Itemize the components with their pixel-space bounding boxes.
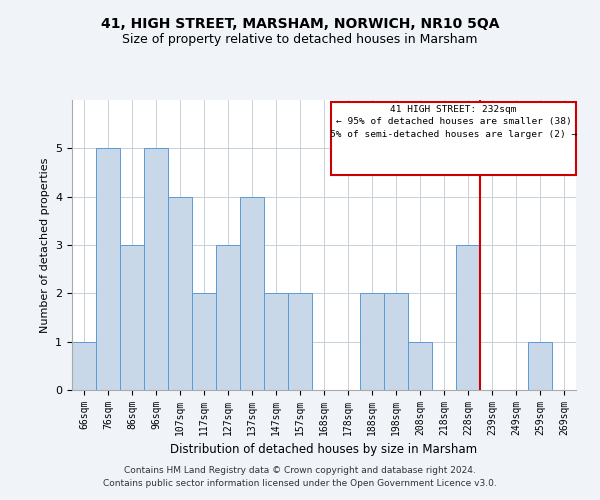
Bar bbox=[360, 294, 384, 390]
Bar bbox=[168, 196, 192, 390]
Bar bbox=[216, 245, 240, 390]
X-axis label: Distribution of detached houses by size in Marsham: Distribution of detached houses by size … bbox=[170, 444, 478, 456]
Bar bbox=[72, 342, 96, 390]
Bar bbox=[144, 148, 168, 390]
Bar bbox=[96, 148, 120, 390]
Bar bbox=[456, 245, 480, 390]
FancyBboxPatch shape bbox=[331, 102, 576, 175]
Text: 41, HIGH STREET, MARSHAM, NORWICH, NR10 5QA: 41, HIGH STREET, MARSHAM, NORWICH, NR10 … bbox=[101, 18, 499, 32]
Text: Size of property relative to detached houses in Marsham: Size of property relative to detached ho… bbox=[122, 32, 478, 46]
Bar bbox=[264, 294, 288, 390]
Bar bbox=[384, 294, 408, 390]
Bar bbox=[120, 245, 144, 390]
Text: Contains HM Land Registry data © Crown copyright and database right 2024.
Contai: Contains HM Land Registry data © Crown c… bbox=[103, 466, 497, 487]
Y-axis label: Number of detached properties: Number of detached properties bbox=[40, 158, 50, 332]
Bar bbox=[288, 294, 312, 390]
Bar bbox=[528, 342, 552, 390]
Bar bbox=[192, 294, 216, 390]
Bar bbox=[240, 196, 264, 390]
Text: 41 HIGH STREET: 232sqm
← 95% of detached houses are smaller (38)
5% of semi-deta: 41 HIGH STREET: 232sqm ← 95% of detached… bbox=[330, 105, 577, 139]
Bar bbox=[408, 342, 432, 390]
